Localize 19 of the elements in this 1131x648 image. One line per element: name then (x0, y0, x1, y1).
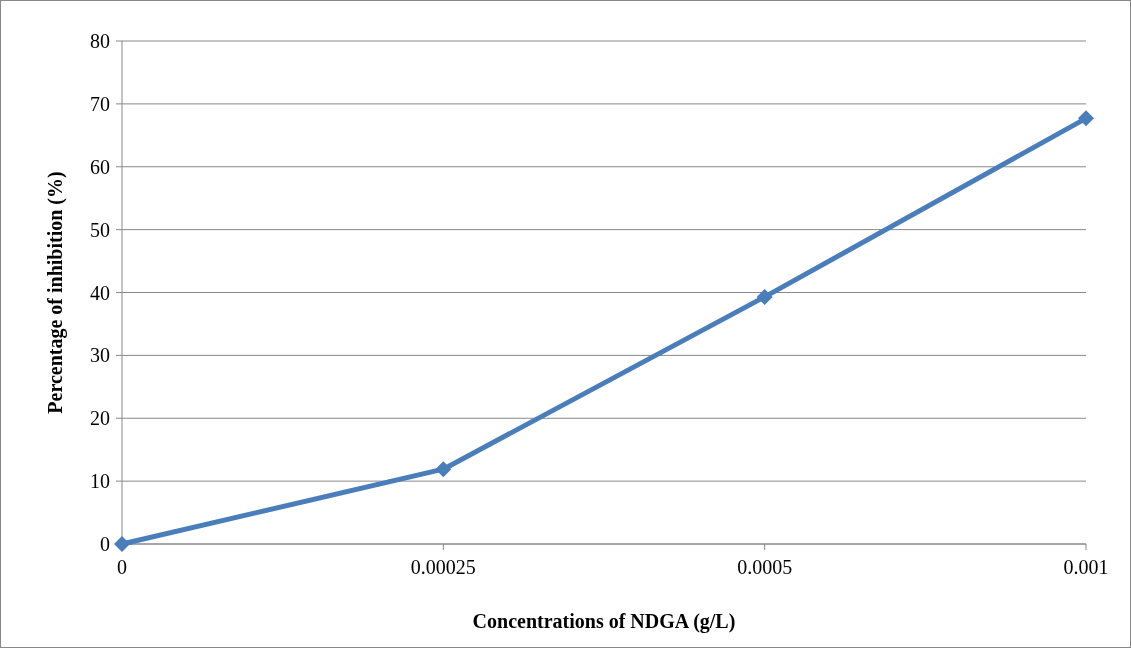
y-tick-label: 80 (90, 30, 110, 52)
x-tick-label: 0.00025 (410, 556, 476, 578)
x-tick-label: 0 (117, 556, 127, 578)
x-tick-label: 0.001 (1063, 556, 1109, 578)
point (756, 288, 773, 305)
y-tick-label: 60 (90, 155, 110, 178)
y-tick-label: 50 (90, 218, 110, 241)
y-tick-label: 0 (100, 533, 110, 555)
y-tick-label: 30 (90, 344, 110, 367)
x-tick-label: 0.0005 (737, 556, 793, 578)
y-tick-label: 40 (90, 281, 110, 304)
x-axis-title: Concentrations of NDGA (g/L) (472, 610, 736, 633)
y-axis-title: Percentage of inhibition (%) (44, 171, 67, 414)
point (435, 461, 452, 478)
y-tick-label: 20 (90, 407, 110, 430)
y-tick-label: 10 (90, 470, 110, 493)
point (1078, 110, 1094, 127)
point (114, 536, 130, 552)
y-tick-label: 70 (90, 92, 110, 115)
